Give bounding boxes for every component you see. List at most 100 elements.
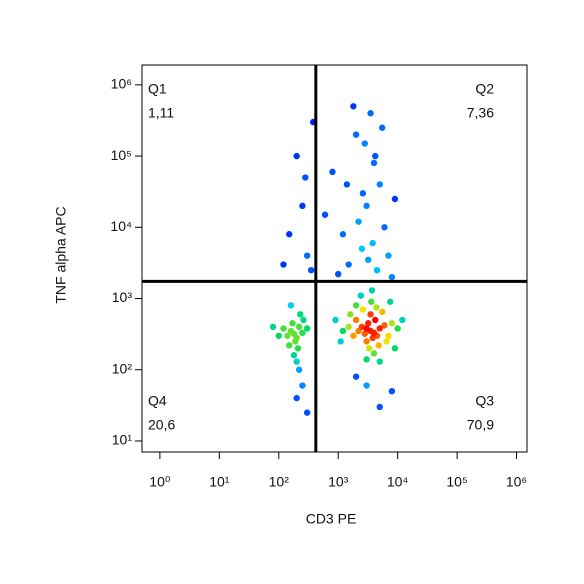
event-dot — [363, 325, 370, 332]
event-dot — [286, 231, 293, 238]
event-dot — [375, 342, 382, 349]
event-dot — [376, 358, 383, 365]
event-dot — [299, 202, 306, 210]
event-dot — [280, 325, 287, 332]
event-dot — [376, 325, 383, 332]
event-dot — [383, 338, 390, 345]
event-dot — [385, 332, 392, 339]
event-dot — [302, 174, 309, 181]
event-dot — [287, 327, 295, 335]
event-dot — [381, 322, 388, 329]
event-dot — [293, 394, 300, 402]
event-dot — [294, 345, 302, 352]
event-dot — [363, 356, 370, 363]
event-dot — [373, 266, 381, 274]
event-dot — [359, 306, 367, 313]
event-dot — [391, 345, 399, 352]
x-tick-label: 10² — [269, 474, 290, 490]
event-dot — [376, 403, 383, 411]
event-dot — [293, 152, 300, 160]
event-dot — [299, 382, 306, 389]
event-dot — [269, 323, 277, 331]
event-dot — [369, 239, 376, 247]
event-dot — [292, 338, 299, 345]
event-dot — [388, 273, 396, 281]
event-dot — [365, 320, 372, 327]
event-dot — [363, 338, 370, 345]
event-dot — [367, 311, 374, 318]
event-dot — [347, 311, 354, 318]
event-dot — [352, 131, 360, 138]
event-dot — [379, 308, 386, 316]
event-dot — [343, 181, 351, 188]
event-dot — [352, 316, 360, 324]
event-dot — [368, 287, 376, 294]
event-dot — [352, 302, 360, 309]
event-dot — [355, 218, 362, 225]
event-dot — [321, 211, 329, 218]
event-dot — [335, 270, 342, 278]
event-dot — [295, 323, 303, 331]
y-tick-label: 10⁵ — [111, 147, 132, 163]
event-dot — [388, 320, 396, 327]
quadrant-percent: 70,9 — [467, 417, 494, 433]
event-dot — [297, 311, 304, 318]
event-dot — [363, 382, 370, 389]
y-tick-label: 10⁶ — [111, 76, 132, 92]
x-tick-label: 10³ — [328, 474, 349, 490]
event-dot — [370, 350, 378, 357]
x-tick-label: 10⁰ — [149, 474, 171, 490]
event-dot — [369, 334, 376, 342]
event-dot — [287, 302, 295, 309]
event-dot — [352, 373, 360, 380]
event-dot — [385, 252, 392, 259]
event-dot — [284, 332, 291, 339]
event-dot — [370, 329, 378, 337]
event-dot — [357, 292, 365, 299]
event-dot — [300, 316, 307, 324]
event-dot — [367, 109, 374, 117]
quadrant-name: Q3 — [475, 393, 494, 409]
y-tick-label: 10² — [112, 360, 133, 376]
event-dot — [394, 325, 401, 332]
event-dot — [372, 152, 379, 160]
event-dot — [399, 316, 406, 324]
event-dot — [373, 304, 380, 311]
x-axis-title: CD3 PE — [306, 511, 357, 527]
quadrant-name: Q1 — [148, 81, 167, 97]
plot-frame — [141, 64, 528, 453]
event-dot — [387, 298, 394, 305]
event-dot — [365, 345, 373, 352]
event-dot — [376, 181, 383, 188]
event-dot — [337, 338, 344, 345]
event-dot — [350, 103, 357, 110]
x-tick-label: 10⁴ — [387, 474, 409, 490]
event-dot — [368, 298, 375, 305]
event-dot — [345, 261, 352, 268]
event-dot — [361, 330, 368, 337]
dots-layer — [269, 103, 406, 416]
event-dot — [290, 352, 298, 359]
event-dot — [379, 124, 386, 131]
event-dot — [361, 140, 368, 147]
event-dot — [307, 266, 315, 274]
event-dot — [275, 332, 282, 339]
event-dot — [299, 329, 306, 337]
quadrant-percent: 7,36 — [467, 105, 494, 121]
quadrant-name: Q4 — [148, 393, 167, 409]
event-dot — [332, 316, 339, 324]
y-tick-label: 10³ — [112, 289, 133, 305]
quadrant-percent: 1,11 — [148, 105, 174, 121]
x-tick-label: 10¹ — [209, 474, 230, 490]
event-dot — [370, 159, 378, 167]
quadrant-name: Q2 — [475, 81, 494, 97]
y-tick-label: 10⁴ — [110, 218, 132, 234]
event-dot — [289, 320, 296, 327]
event-dot — [345, 323, 352, 331]
x-tick-label: 10⁵ — [446, 474, 467, 490]
event-dot — [358, 245, 366, 252]
event-dot — [303, 409, 311, 416]
x-tick-label: 10⁶ — [506, 474, 527, 490]
event-dot — [365, 256, 372, 263]
